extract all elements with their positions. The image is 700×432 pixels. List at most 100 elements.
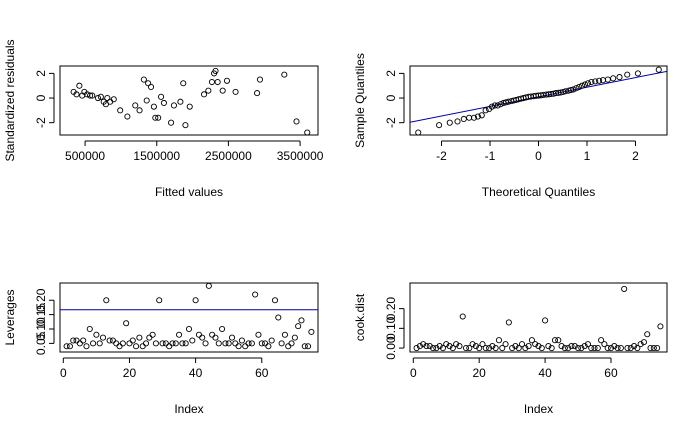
data-point — [205, 87, 212, 94]
y-tick-label: 0.00 — [384, 336, 398, 360]
plot-frame — [59, 65, 319, 136]
x-tick-label: 60 — [604, 366, 618, 380]
chart-panel-2: -2 -1 0 1 2 -2 0 2 Theoretical Quantiles Sample Q… — [353, 53, 668, 199]
x-tick-label: 3500000 — [277, 149, 324, 163]
data-point — [160, 99, 167, 107]
data-point — [66, 343, 73, 350]
data-point — [611, 343, 618, 350]
data-point — [637, 341, 644, 348]
data-point — [159, 340, 166, 347]
x-tick-label: 2 — [632, 149, 639, 163]
data-point — [180, 80, 187, 87]
data-point — [505, 319, 512, 326]
data-point — [288, 340, 295, 347]
data-point — [631, 343, 638, 350]
data-point — [278, 340, 285, 347]
data-point — [96, 340, 103, 347]
data-point — [588, 345, 595, 352]
data-point — [255, 331, 262, 338]
data-point — [295, 323, 302, 330]
data-point — [189, 337, 196, 344]
data-point — [650, 345, 657, 352]
data-point — [212, 67, 219, 74]
data-point — [172, 340, 179, 347]
data-point — [63, 343, 70, 350]
data-point — [596, 77, 603, 84]
data-point — [87, 92, 94, 99]
data-point — [93, 331, 100, 338]
data-point — [515, 345, 522, 352]
data-point — [143, 97, 150, 104]
data-point — [202, 340, 209, 347]
data-point — [494, 102, 501, 109]
data-point — [139, 343, 146, 350]
data-point — [565, 345, 572, 352]
data-point — [232, 340, 239, 347]
data-point — [470, 114, 478, 121]
x-tick-label: 0 — [410, 366, 417, 380]
data-point — [627, 345, 634, 352]
data-point — [185, 325, 193, 333]
y-axis-title: cook.dist — [353, 293, 367, 341]
data-point — [614, 345, 621, 352]
data-point — [268, 337, 275, 344]
data-point — [592, 78, 599, 85]
y-tick-label: 0.05 — [34, 331, 48, 355]
data-point — [169, 340, 176, 347]
y-tick-label: 0.20 — [384, 297, 398, 321]
data-point — [591, 345, 598, 352]
data-point — [200, 91, 208, 98]
data-point — [298, 317, 305, 324]
data-point — [607, 345, 615, 352]
data-point — [413, 345, 420, 352]
data-point — [640, 339, 647, 346]
data-point — [70, 337, 77, 344]
data-point — [610, 75, 617, 82]
data-point — [242, 343, 249, 350]
data-point — [624, 345, 631, 352]
data-point — [256, 76, 264, 83]
data-point — [621, 285, 628, 292]
data-point — [499, 345, 506, 352]
x-tick-label: 500000 — [65, 149, 105, 163]
data-point — [588, 78, 595, 86]
data-point — [489, 343, 496, 350]
data-point — [110, 96, 117, 103]
data-point — [176, 331, 183, 338]
data-point — [654, 345, 661, 352]
data-point — [258, 340, 265, 347]
data-point — [581, 343, 588, 350]
x-tick-label: 60 — [255, 366, 269, 380]
data-point — [522, 345, 529, 352]
data-point — [133, 343, 140, 350]
data-point — [574, 345, 582, 352]
data-point — [647, 345, 654, 352]
data-point — [573, 85, 580, 92]
data-point — [624, 71, 631, 78]
data-point — [168, 119, 175, 126]
data-point — [186, 103, 193, 110]
data-point — [124, 113, 131, 120]
x-axis-title: Fitted values — [155, 185, 223, 199]
data-point — [555, 337, 562, 344]
plot-frame — [409, 65, 668, 136]
data-point — [570, 86, 577, 93]
y-tick-label: 2 — [384, 70, 398, 77]
data-point — [433, 345, 440, 352]
data-point — [594, 345, 601, 352]
data-point — [518, 341, 526, 348]
data-point — [545, 343, 552, 350]
data-point — [152, 340, 159, 347]
data-point — [305, 343, 312, 350]
data-point — [535, 343, 542, 350]
data-point — [616, 74, 623, 81]
data-point — [109, 337, 116, 344]
data-point — [104, 94, 111, 102]
data-point — [235, 343, 242, 350]
data-point — [308, 328, 315, 335]
data-point — [225, 340, 232, 347]
data-point — [116, 343, 123, 350]
data-point — [245, 340, 252, 347]
data-point — [436, 343, 443, 350]
